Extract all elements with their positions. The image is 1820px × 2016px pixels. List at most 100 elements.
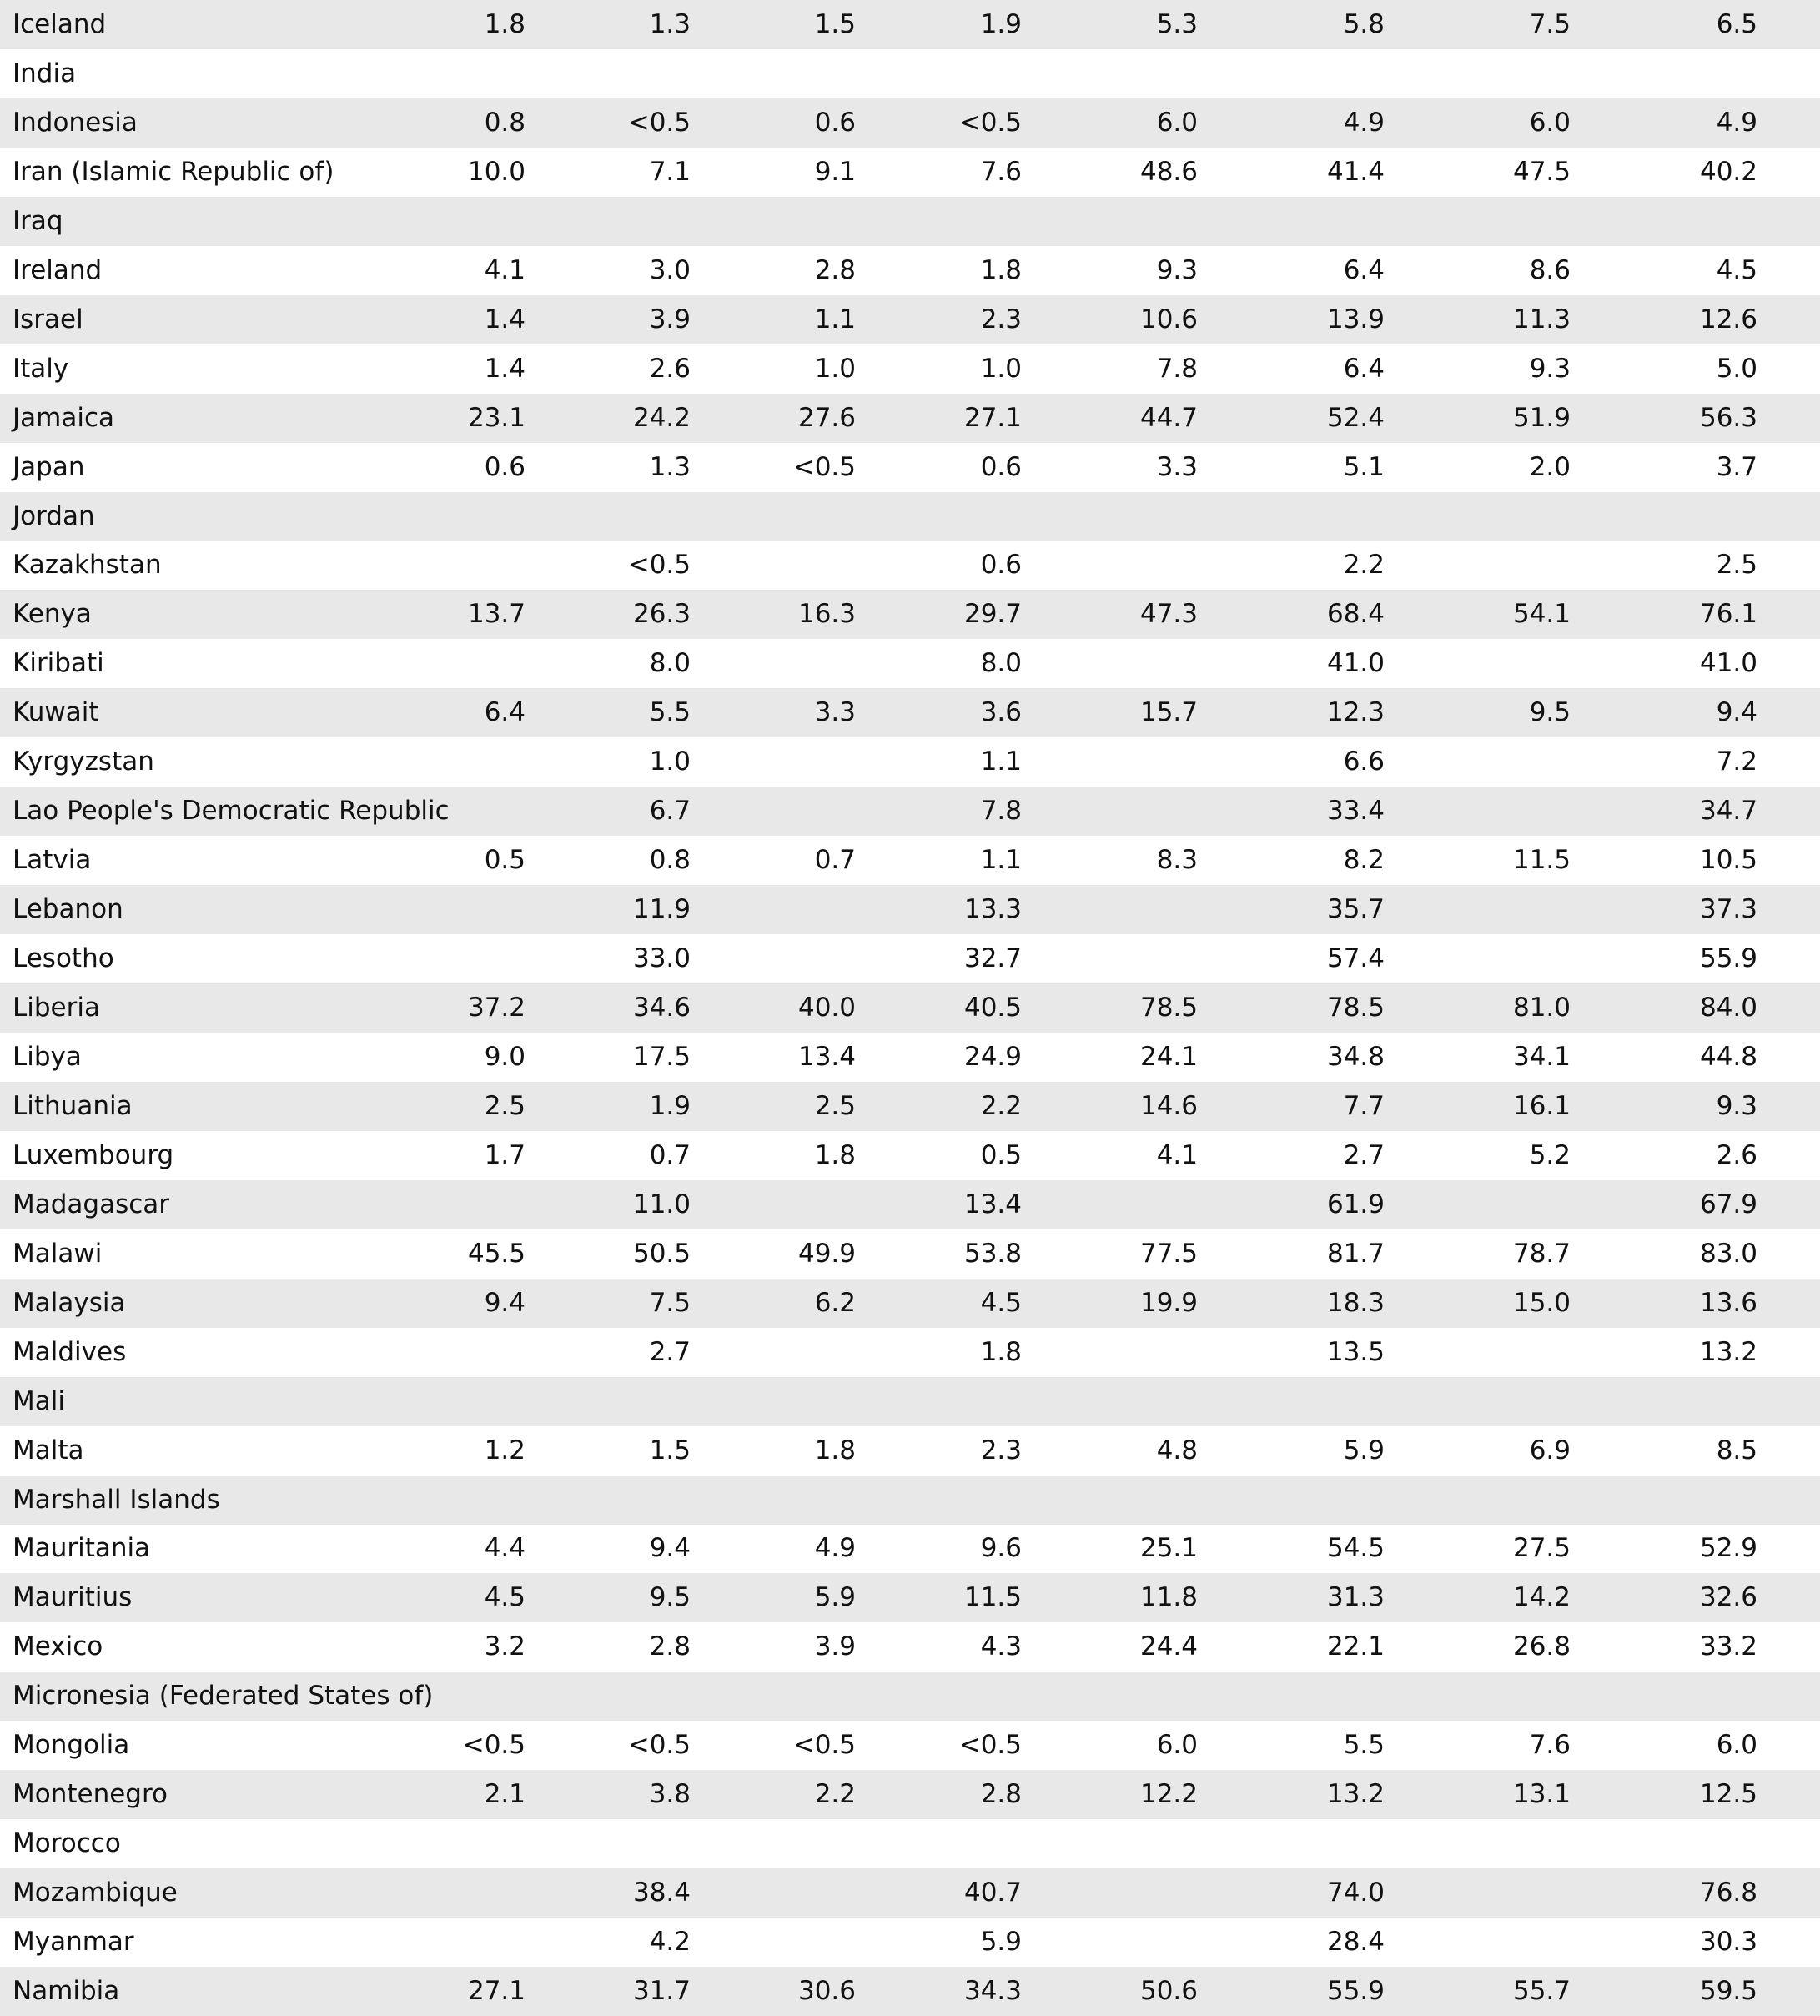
value-cell: 16.3 bbox=[797, 599, 856, 630]
country-name: Indonesia bbox=[13, 107, 138, 138]
table-row: Kiribati 8.0 8.0 41.0 41.0 bbox=[0, 639, 1820, 688]
table-row: Morocco bbox=[0, 1819, 1820, 1868]
value-cell: 7.2 bbox=[1716, 747, 1757, 777]
value-cell: 1.7 bbox=[484, 1139, 525, 1170]
table-row: Lebanon 11.9 13.3 35.7 37.3 bbox=[0, 885, 1820, 935]
country-name: Ireland bbox=[13, 254, 103, 285]
value-cell: 0.8 bbox=[484, 107, 525, 138]
value-cell: 2.7 bbox=[649, 1336, 691, 1367]
table-row: Japan 0.6 1.3 <0.5 0.6 3.3 5.1 2.0 3.7 bbox=[0, 443, 1820, 492]
value-cell: 0.6 bbox=[980, 451, 1022, 482]
value-cell: 4.5 bbox=[484, 1582, 525, 1613]
country-name: Montenegro bbox=[13, 1779, 168, 1810]
value-cell: 2.5 bbox=[1716, 550, 1757, 581]
value-cell: 10.5 bbox=[1699, 845, 1757, 876]
value-cell: 0.7 bbox=[649, 1139, 691, 1170]
value-cell: 34.3 bbox=[963, 1976, 1022, 2007]
table-row: Kyrgyzstan 1.0 1.1 6.6 7.2 bbox=[0, 737, 1820, 787]
value-cell: 38.4 bbox=[632, 1878, 691, 1908]
value-cell: 49.9 bbox=[797, 1238, 856, 1269]
country-name: Namibia bbox=[13, 1976, 120, 2007]
country-name: Kuwait bbox=[13, 697, 99, 728]
table-row: Iran (Islamic Republic of) 10.0 7.1 9.1 7.6 4… bbox=[0, 148, 1820, 197]
table-row: Israel 1.4 3.9 1.1 2.3 10.6 13.9 11.3 12.6 bbox=[0, 294, 1820, 344]
country-name: Malta bbox=[13, 1435, 84, 1465]
value-cell: 34.7 bbox=[1699, 796, 1757, 827]
value-cell: 6.9 bbox=[1529, 1435, 1571, 1465]
value-cell: 11.0 bbox=[632, 1189, 691, 1219]
value-cell: 1.8 bbox=[980, 254, 1022, 285]
value-cell: 9.4 bbox=[649, 1533, 691, 1564]
value-cell: 6.0 bbox=[1156, 107, 1198, 138]
country-name: Iran (Islamic Republic of) bbox=[13, 156, 334, 187]
value-cell: 3.3 bbox=[814, 697, 856, 728]
value-cell: 32.6 bbox=[1699, 1582, 1757, 1613]
value-cell: 1.3 bbox=[649, 9, 691, 39]
value-cell: 13.5 bbox=[1326, 1336, 1385, 1367]
value-cell: 59.5 bbox=[1699, 1976, 1757, 2007]
value-cell: 8.3 bbox=[1156, 845, 1198, 876]
country-name: Liberia bbox=[13, 993, 100, 1023]
value-cell: 9.4 bbox=[484, 1287, 525, 1318]
table-row: Jordan bbox=[0, 491, 1820, 541]
value-cell: 81.7 bbox=[1326, 1238, 1385, 1269]
value-cell: 6.2 bbox=[814, 1287, 856, 1318]
value-cell: 0.5 bbox=[484, 845, 525, 876]
value-cell: 5.1 bbox=[1343, 451, 1385, 482]
value-cell: 19.9 bbox=[1139, 1287, 1198, 1318]
table-row: Luxembourg 1.7 0.7 1.8 0.5 4.1 2.7 5.2 2.6 bbox=[0, 1131, 1820, 1180]
value-cell: 31.3 bbox=[1326, 1582, 1385, 1613]
country-name: Lao People's Democratic Republic bbox=[13, 796, 450, 827]
value-cell: 27.5 bbox=[1512, 1533, 1571, 1564]
country-name: Lithuania bbox=[13, 1090, 133, 1121]
value-cell: 1.8 bbox=[484, 9, 525, 39]
value-cell: 8.5 bbox=[1716, 1435, 1757, 1465]
value-cell: 4.2 bbox=[649, 1927, 691, 1958]
value-cell: 67.9 bbox=[1699, 1189, 1757, 1219]
value-cell: 35.7 bbox=[1326, 894, 1385, 925]
value-cell: 4.1 bbox=[1156, 1139, 1198, 1170]
value-cell: 11.9 bbox=[632, 894, 691, 925]
value-cell: 1.1 bbox=[980, 845, 1022, 876]
value-cell: 77.5 bbox=[1139, 1238, 1198, 1269]
table-row: Myanmar 4.2 5.9 28.4 30.3 bbox=[0, 1918, 1820, 1967]
value-cell: 6.0 bbox=[1716, 1730, 1757, 1761]
table-row: Micronesia (Federated States of) bbox=[0, 1672, 1820, 1722]
value-cell: 76.1 bbox=[1699, 599, 1757, 630]
value-cell: 28.4 bbox=[1326, 1927, 1385, 1958]
value-cell: 4.9 bbox=[814, 1533, 856, 1564]
table-row: Ireland 4.1 3.0 2.8 1.8 9.3 6.4 8.6 4.5 bbox=[0, 246, 1820, 295]
value-cell: 8.6 bbox=[1529, 254, 1571, 285]
value-cell: 1.0 bbox=[980, 353, 1022, 384]
value-cell: 17.5 bbox=[632, 1041, 691, 1072]
value-cell: 33.4 bbox=[1326, 796, 1385, 827]
value-cell: 44.8 bbox=[1699, 1041, 1757, 1072]
value-cell: 4.5 bbox=[980, 1287, 1022, 1318]
value-cell: 7.5 bbox=[649, 1287, 691, 1318]
table-row: Mali bbox=[0, 1376, 1820, 1426]
value-cell: 27.1 bbox=[963, 402, 1022, 433]
value-cell: 2.2 bbox=[814, 1779, 856, 1810]
value-cell: 40.7 bbox=[963, 1878, 1022, 1908]
value-cell: 83.0 bbox=[1699, 1238, 1757, 1269]
value-cell: <0.5 bbox=[627, 1730, 691, 1761]
value-cell: 9.4 bbox=[1716, 697, 1757, 728]
value-cell: 4.1 bbox=[484, 254, 525, 285]
value-cell: 9.3 bbox=[1716, 1090, 1757, 1121]
table-row: Kazakhstan <0.5 0.6 2.2 2.5 bbox=[0, 540, 1820, 590]
value-cell: 34.1 bbox=[1512, 1041, 1571, 1072]
table-row: Iraq bbox=[0, 196, 1820, 246]
country-name: Morocco bbox=[13, 1828, 121, 1859]
value-cell: 3.6 bbox=[980, 697, 1022, 728]
value-cell: 29.7 bbox=[963, 599, 1022, 630]
country-name: Kazakhstan bbox=[13, 550, 162, 581]
value-cell: 7.6 bbox=[1529, 1730, 1571, 1761]
value-cell: 6.4 bbox=[1343, 254, 1385, 285]
value-cell: 23.1 bbox=[467, 402, 525, 433]
value-cell: 11.5 bbox=[963, 1582, 1022, 1613]
table-row: Maldives 2.7 1.8 13.5 13.2 bbox=[0, 1328, 1820, 1377]
table-row: Marshall Islands bbox=[0, 1475, 1820, 1525]
value-cell: 13.6 bbox=[1699, 1287, 1757, 1318]
table-row: Lesotho 33.0 32.7 57.4 55.9 bbox=[0, 934, 1820, 983]
value-cell: 16.1 bbox=[1512, 1090, 1571, 1121]
